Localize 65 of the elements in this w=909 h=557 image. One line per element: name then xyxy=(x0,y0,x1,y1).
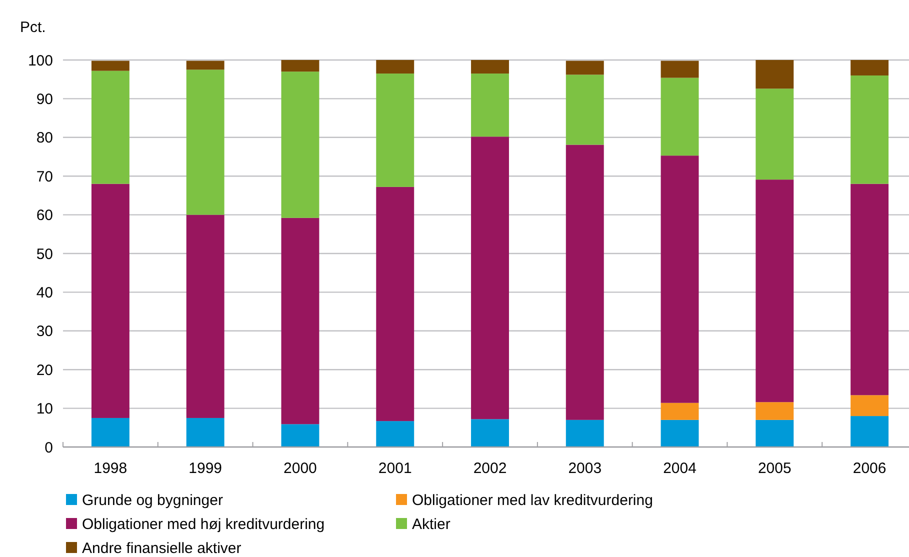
legend-label: Obligationer med høj kreditvurdering xyxy=(82,516,325,533)
y-tick-label: 30 xyxy=(36,323,53,340)
x-tick-label: 1998 xyxy=(94,460,128,477)
bar xyxy=(376,186,414,422)
y-tick-label: 80 xyxy=(36,130,53,147)
bar xyxy=(281,72,320,218)
bar xyxy=(756,60,794,89)
bar xyxy=(850,60,889,76)
bar xyxy=(660,402,699,420)
bar xyxy=(281,424,320,447)
bar xyxy=(566,144,604,420)
x-tick-label: 2003 xyxy=(568,460,602,477)
bar xyxy=(566,420,604,447)
bar xyxy=(660,78,699,156)
x-tick-label: 2001 xyxy=(378,460,412,477)
bar xyxy=(186,70,224,215)
bar xyxy=(471,419,509,447)
y-tick-label: 90 xyxy=(36,90,53,108)
bar xyxy=(471,74,509,137)
bar xyxy=(91,184,130,418)
bar xyxy=(281,218,320,424)
bar xyxy=(186,60,224,70)
x-tick-label: 2002 xyxy=(473,460,507,477)
y-tick-label: 100 xyxy=(28,52,53,70)
bar xyxy=(376,60,414,74)
x-tick-label: 2004 xyxy=(663,460,696,477)
x-tick-label: 1999 xyxy=(188,460,222,477)
y-axis-title: Pct. xyxy=(20,19,46,36)
x-tick-label: 2005 xyxy=(758,460,792,477)
legend-label: Andre finansielle aktiver xyxy=(82,540,242,557)
y-tick-label: 50 xyxy=(36,246,53,263)
bar xyxy=(91,60,130,71)
bar xyxy=(281,60,320,72)
y-tick-label: 20 xyxy=(36,362,53,379)
bar xyxy=(186,418,224,447)
bar xyxy=(91,418,130,447)
bar xyxy=(850,416,889,447)
bar xyxy=(850,184,889,396)
bar xyxy=(91,70,130,184)
bar xyxy=(376,74,414,187)
bar xyxy=(756,88,794,180)
bar xyxy=(660,420,699,447)
bar xyxy=(850,75,889,184)
y-tick-label: 10 xyxy=(36,400,53,418)
bar xyxy=(756,420,794,447)
bar xyxy=(566,60,604,75)
bar xyxy=(376,421,414,447)
y-tick-label: 40 xyxy=(36,284,53,302)
y-tick-label: 70 xyxy=(36,168,53,186)
legend-label: Grunde og bygninger xyxy=(82,492,223,509)
bar xyxy=(471,60,509,74)
y-tick-label: 0 xyxy=(44,439,53,456)
bar xyxy=(566,74,604,145)
x-tick-label: 2000 xyxy=(284,460,317,477)
bar xyxy=(756,402,794,420)
bar xyxy=(756,180,794,402)
y-tick-label: 60 xyxy=(36,207,53,224)
legend-label: Aktier xyxy=(412,516,450,533)
bar xyxy=(186,214,224,418)
bar xyxy=(660,156,699,403)
bar xyxy=(471,136,509,420)
bar xyxy=(660,60,699,78)
legend-label: Obligationer med lav kreditvurdering xyxy=(412,492,653,509)
x-tick-label: 2006 xyxy=(852,460,886,477)
bar xyxy=(850,395,889,416)
